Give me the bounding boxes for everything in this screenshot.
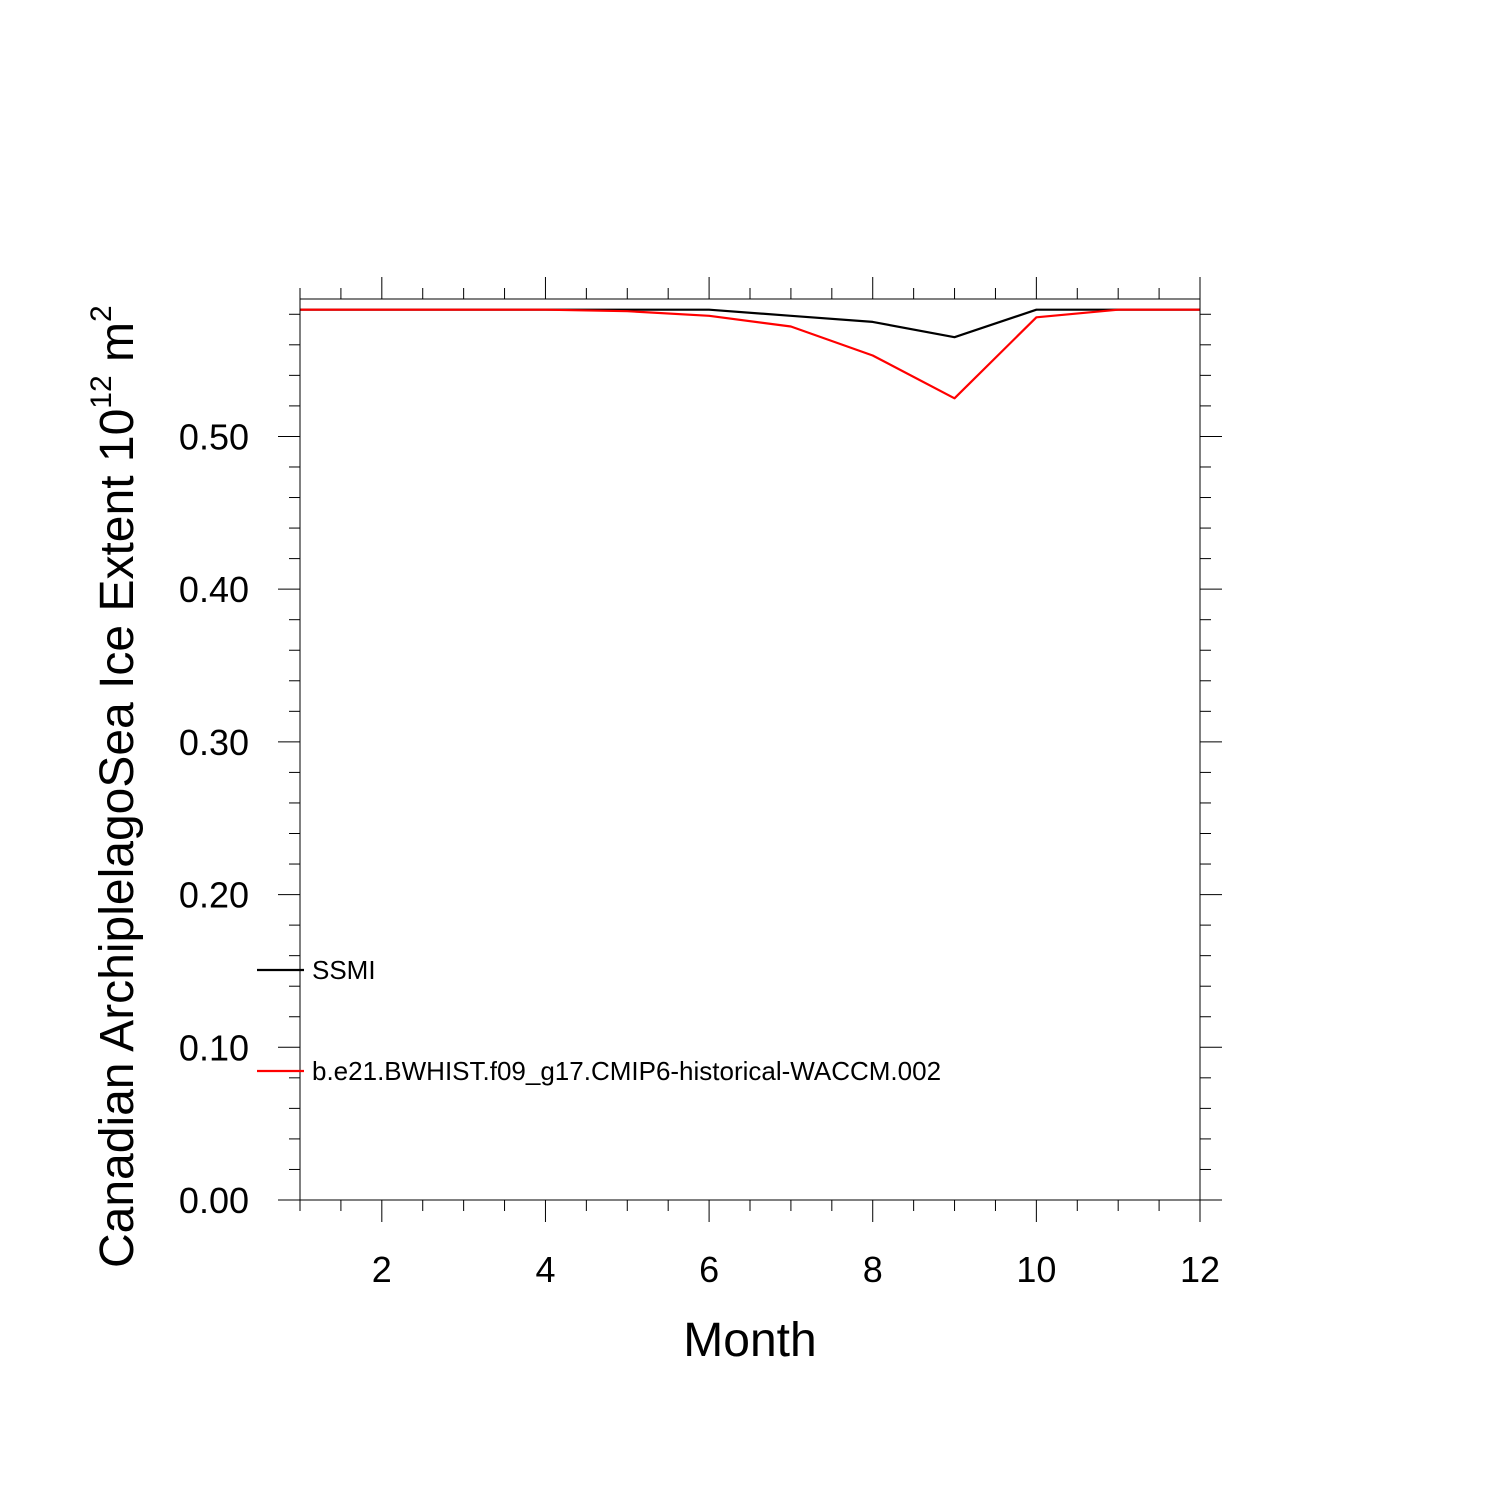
- x-tick-label: 10: [1016, 1249, 1056, 1290]
- y-tick-label: 0.40: [179, 569, 249, 610]
- y-tick-label: 0.00: [179, 1180, 249, 1221]
- x-tick-label: 2: [372, 1249, 392, 1290]
- x-tick-label: 6: [699, 1249, 719, 1290]
- y-tick-label: 0.50: [179, 416, 249, 457]
- series-line-1: [300, 308, 1200, 400]
- axis-ticks: [278, 277, 1222, 1222]
- y-tick-label: 0.10: [179, 1027, 249, 1068]
- series-lines: [300, 308, 1200, 400]
- x-axis-label: Month: [683, 1314, 816, 1367]
- y-axis-label-unit-exponent: 2: [85, 305, 118, 322]
- y-axis-label-unit: m: [91, 322, 144, 375]
- legend: SSMI b.e21.BWHIST.f09_g17.CMIP6-historica…: [257, 955, 941, 1086]
- y-axis-label-text: Canadian ArchiplelagoSea Ice Extent 10: [91, 409, 144, 1268]
- plot-frame: [299, 298, 1201, 1201]
- legend-label: b.e21.BWHIST.f09_g17.CMIP6-historical-WA…: [312, 1056, 941, 1086]
- y-axis-label-exponent: 12: [85, 375, 118, 408]
- x-tick-labels: 2 4 6 8 10 12: [372, 1249, 1220, 1290]
- x-tick-label: 12: [1180, 1249, 1220, 1290]
- x-tick-label: 4: [535, 1249, 555, 1290]
- y-tick-label: 0.30: [179, 722, 249, 763]
- y-tick-labels: 0.00 0.10 0.20 0.30 0.40 0.50: [179, 416, 249, 1221]
- x-tick-label: 8: [863, 1249, 883, 1290]
- legend-label: SSMI: [312, 955, 376, 985]
- y-tick-label: 0.20: [179, 875, 249, 916]
- y-axis-label: Canadian ArchiplelagoSea Ice Extent 1012…: [85, 305, 144, 1268]
